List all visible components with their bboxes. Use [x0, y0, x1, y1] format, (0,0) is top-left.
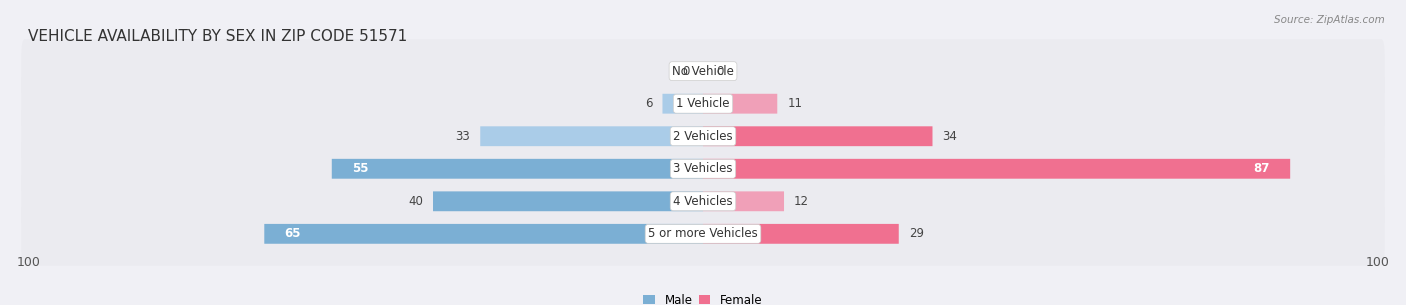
- Text: 3 Vehicles: 3 Vehicles: [673, 162, 733, 175]
- Text: 65: 65: [284, 227, 301, 240]
- FancyBboxPatch shape: [21, 169, 1385, 233]
- Text: 5 or more Vehicles: 5 or more Vehicles: [648, 227, 758, 240]
- Text: 6: 6: [645, 97, 652, 110]
- Text: 29: 29: [908, 227, 924, 240]
- Text: 34: 34: [942, 130, 957, 143]
- Legend: Male, Female: Male, Female: [644, 294, 762, 305]
- FancyBboxPatch shape: [332, 159, 703, 179]
- FancyBboxPatch shape: [481, 126, 703, 146]
- Text: VEHICLE AVAILABILITY BY SEX IN ZIP CODE 51571: VEHICLE AVAILABILITY BY SEX IN ZIP CODE …: [28, 29, 408, 44]
- Text: 12: 12: [794, 195, 808, 208]
- FancyBboxPatch shape: [703, 126, 932, 146]
- FancyBboxPatch shape: [703, 159, 1291, 179]
- Text: 87: 87: [1254, 162, 1270, 175]
- Text: 0: 0: [717, 65, 724, 78]
- FancyBboxPatch shape: [433, 191, 703, 211]
- Text: 40: 40: [408, 195, 423, 208]
- Text: 33: 33: [456, 130, 470, 143]
- FancyBboxPatch shape: [264, 224, 703, 244]
- FancyBboxPatch shape: [662, 94, 703, 114]
- FancyBboxPatch shape: [21, 137, 1385, 201]
- Text: 0: 0: [682, 65, 689, 78]
- Text: 1 Vehicle: 1 Vehicle: [676, 97, 730, 110]
- FancyBboxPatch shape: [703, 191, 785, 211]
- Text: 55: 55: [352, 162, 368, 175]
- FancyBboxPatch shape: [703, 94, 778, 114]
- FancyBboxPatch shape: [21, 104, 1385, 168]
- Text: 2 Vehicles: 2 Vehicles: [673, 130, 733, 143]
- FancyBboxPatch shape: [703, 224, 898, 244]
- FancyBboxPatch shape: [21, 39, 1385, 103]
- Text: No Vehicle: No Vehicle: [672, 65, 734, 78]
- FancyBboxPatch shape: [21, 202, 1385, 266]
- FancyBboxPatch shape: [21, 72, 1385, 136]
- Text: 4 Vehicles: 4 Vehicles: [673, 195, 733, 208]
- Text: Source: ZipAtlas.com: Source: ZipAtlas.com: [1274, 15, 1385, 25]
- Text: 11: 11: [787, 97, 803, 110]
